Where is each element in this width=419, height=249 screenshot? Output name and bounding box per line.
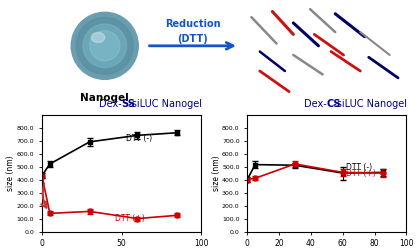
Text: DTT (+): DTT (+) (346, 169, 376, 178)
Ellipse shape (91, 32, 105, 43)
Text: Dex-: Dex- (304, 99, 327, 109)
Text: DTT (-): DTT (-) (126, 134, 153, 143)
Text: Dex-: Dex- (99, 99, 122, 109)
Ellipse shape (76, 17, 133, 74)
Text: (DTT): (DTT) (177, 34, 208, 44)
Ellipse shape (90, 31, 120, 61)
Text: SS: SS (122, 99, 135, 109)
Text: -siLUC Nanogel: -siLUC Nanogel (327, 99, 407, 109)
Text: Nanogel: Nanogel (80, 93, 129, 103)
Text: DTT (+): DTT (+) (115, 214, 145, 223)
Text: -siLUC Nanogel: -siLUC Nanogel (122, 99, 202, 109)
Text: CS: CS (327, 99, 341, 109)
Text: Reduction: Reduction (165, 19, 220, 29)
Ellipse shape (83, 24, 127, 68)
Y-axis label: size (nm): size (nm) (6, 155, 15, 191)
Text: DTT (-): DTT (-) (346, 163, 372, 173)
Y-axis label: size (nm): size (nm) (212, 155, 220, 191)
Ellipse shape (71, 12, 138, 79)
